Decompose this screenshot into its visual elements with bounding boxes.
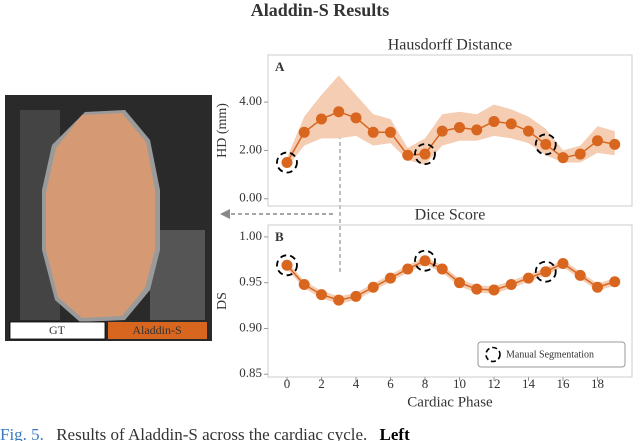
error-band [286,75,615,168]
data-point [591,281,603,293]
figure-title: Aladdin-S Results [251,0,390,20]
data-point [402,263,414,275]
data-point [402,149,414,161]
legend-label: Manual Segmentation [506,349,594,360]
data-point [471,124,483,136]
manual-segmentation-marker [534,260,557,283]
x-tick-label: 4 [353,376,360,391]
data-point [367,281,379,293]
data-point [384,272,396,284]
data-point [488,115,500,127]
y-axis-label: HD (mm) [215,103,230,158]
plot-frame [267,224,633,378]
data-point [609,276,621,288]
arrow-head [220,209,230,219]
data-point [574,269,586,281]
panel-label: A [275,59,285,74]
x-tick-label: 12 [487,376,500,391]
data-point [350,112,362,124]
data-point [453,277,465,289]
data-point [298,126,310,138]
data-point [315,113,327,125]
x-tick-label: 10 [453,376,466,391]
x-tick-label: 6 [387,376,394,391]
caption-text: Results of Aladdin-S across the cardiac … [56,425,367,441]
y-tick-label: 0.85 [239,365,262,380]
chart-title: Hausdorff Distance [388,37,513,54]
data-point [540,266,552,278]
data-point [557,152,569,164]
x-tick-label: 14 [522,376,536,391]
manual-segmentation-marker [276,254,298,277]
data-point [522,272,534,284]
y-tick-label: 0.95 [239,274,262,289]
manual-segmentation-marker [414,143,436,165]
data-point [436,263,448,275]
data-point [367,126,379,138]
x-tick-label: 0 [284,376,291,391]
image-label: GT [49,323,66,337]
caption-bold: Left [380,425,411,441]
x-tick-label: 18 [591,376,604,391]
y-tick-label: 4.00 [239,93,262,108]
data-point [333,106,345,118]
data-point [574,148,586,160]
manual-segmentation-marker [534,133,557,156]
data-point [540,138,552,150]
data-point [350,290,362,302]
x-axis-label: Cardiac Phase [407,394,493,410]
chart-title: Dice Score [415,207,486,224]
data-point [298,279,310,291]
y-tick-label: 1.00 [239,228,262,243]
y-tick-label: 0.90 [239,319,262,334]
y-tick-label: 2.00 [239,141,262,156]
data-point [471,283,483,295]
data-point [453,121,465,133]
segmentation-image: GT Aladdin-S [5,95,212,341]
data-point [436,125,448,137]
x-tick-label: 16 [556,376,570,391]
data-point [591,135,603,147]
y-axis-label: DS [215,292,230,310]
data-point [609,138,621,150]
caption-label: Fig. 5. [0,425,44,441]
x-tick-label: 8 [422,376,429,391]
data-point [419,255,431,267]
data-point [384,126,396,138]
legend: Manual Segmentation [477,341,626,368]
plot-frame [267,54,633,207]
x-tick-label: 2 [318,376,325,391]
data-point [333,294,345,306]
data-point [419,148,431,160]
data-point [557,257,569,269]
data-point [488,284,500,296]
panel-label: B [275,229,284,244]
image-label: Aladdin-S [132,323,181,337]
data-point [505,279,517,291]
caption: Fig. 5. Results of Aladdin-S across the … [0,425,410,441]
data-point [522,125,534,137]
data-point [315,289,327,301]
manual-segmentation-marker [414,249,436,272]
y-tick-label: 0.00 [239,190,262,205]
manual-segmentation-marker [276,151,298,174]
data-point [281,259,293,271]
data-point [505,118,517,130]
error-band [286,257,615,304]
data-point [281,157,293,169]
